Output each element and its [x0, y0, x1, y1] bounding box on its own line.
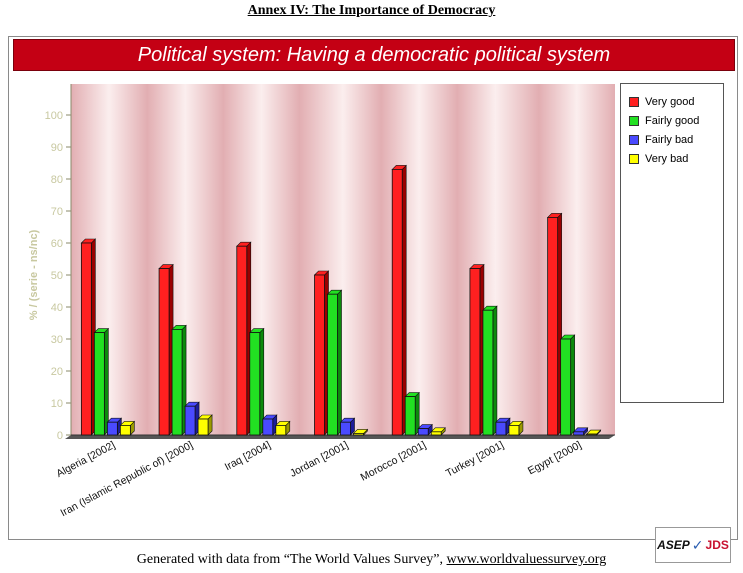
bar-side-fairly-good-cat5 [492, 305, 498, 436]
bar-fairly-bad-cat4 [417, 428, 429, 436]
bar-fairly-bad-cat3 [340, 421, 351, 436]
legend-label-fairly-bad: Fairly bad [645, 134, 694, 146]
x-tick-label-1: Iran (Islamic Republic of) [2000] [58, 439, 195, 519]
chart-panel: Political system: Having a democratic po… [8, 36, 738, 563]
bar-side-fairly-good-cat6 [570, 334, 575, 436]
y-tick-label: 20 [51, 366, 63, 378]
bar-side-very-good-cat4 [401, 164, 407, 436]
bar-fairly-good-cat0 [93, 332, 105, 436]
bar-fairly-bad-cat5 [495, 421, 507, 436]
y-tick-label: 30 [51, 334, 63, 346]
y-tick-label: 80 [51, 174, 63, 186]
x-tick-label-4: Morocco [2001] [359, 439, 429, 484]
bar-fairly-good-cat3 [327, 293, 338, 436]
y-tick-label: 60 [51, 238, 63, 250]
legend-label-very-bad: Very bad [645, 153, 689, 165]
y-axis-title: % / (serie - ns/nc) [28, 229, 40, 320]
legend-label-very-good: Very good [645, 96, 695, 108]
legend-label-fairly-good: Fairly good [645, 115, 700, 127]
x-tick-label-2: Iraq [2004] [223, 439, 273, 473]
legend-swatch-fairly-good [629, 116, 639, 126]
bar-very-bad-cat0 [119, 424, 131, 436]
logo-jds-text: JDS [705, 538, 729, 552]
bar-very-good-cat0 [80, 242, 92, 436]
footer-link[interactable]: www.worldvaluessurvey.org [446, 552, 607, 567]
y-tick-label: 90 [51, 142, 63, 154]
x-tick-label-3: Jordan [2001] [288, 439, 350, 480]
bar-very-good-cat6 [547, 216, 559, 436]
page-heading: Annex IV: The Importance of Democracy [247, 3, 496, 18]
bar-very-bad-cat4 [430, 431, 442, 436]
legend-item-fairly-good: Fairly good [629, 115, 699, 127]
bar-very-bad-cat2 [275, 424, 287, 436]
bar-fairly-bad-cat2 [262, 418, 274, 436]
bar-fairly-good-cat1 [171, 328, 183, 436]
bar-fairly-good-cat2 [249, 332, 261, 436]
bar-very-bad-cat3 [353, 432, 364, 436]
x-tick-label-0: Algeria [2002] [54, 439, 117, 480]
logo-asep-text: ASEP [657, 538, 690, 552]
bar-fairly-good-cat4 [404, 396, 416, 436]
legend-swatch-very-good [629, 97, 639, 107]
y-tick-label: 50 [51, 270, 63, 282]
bar-fairly-bad-cat1 [184, 405, 196, 436]
bar-very-bad-cat1 [197, 418, 209, 436]
plot-floor [65, 435, 615, 439]
bar-very-good-cat1 [158, 268, 170, 436]
y-tick-label: 100 [45, 110, 63, 122]
y-tick-label: 10 [51, 398, 63, 410]
legend-item-fairly-bad: Fairly bad [629, 134, 693, 146]
bar-very-good-cat2 [236, 245, 248, 436]
bar-very-good-cat3 [314, 274, 325, 436]
footer-caption: Generated with data from “The World Valu… [0, 552, 743, 568]
bar-chart-svg: 0 10 20 30 40 50 60 70 80 90 100 % / (serie - ns/nc… [28, 84, 615, 519]
bar-fairly-good-cat5 [482, 309, 494, 436]
bar-very-bad-cat5 [508, 424, 520, 436]
check-icon: ✓ [691, 536, 704, 553]
legend-item-very-good: Very good [629, 96, 695, 108]
x-tick-label-6: Egypt [2000] [526, 439, 584, 477]
chart-title: Political system: Having a democratic po… [13, 39, 735, 71]
bar-fairly-bad-cat0 [106, 421, 118, 436]
legend-swatch-fairly-bad [629, 135, 639, 145]
legend-item-very-bad: Very bad [629, 153, 688, 165]
y-tick-label: 40 [51, 302, 63, 314]
bar-side-fairly-good-cat0 [104, 327, 109, 436]
chart-legend: Very good Fairly good Fairly bad Very ba… [620, 83, 724, 403]
y-tick-label: 70 [51, 206, 63, 218]
bar-fairly-good-cat6 [560, 338, 572, 436]
bar-very-bad-cat6 [586, 433, 598, 436]
legend-swatch-very-bad [629, 154, 639, 164]
bar-fairly-bad-cat6 [573, 431, 585, 436]
x-tick-label-5: Turkey [2001] [444, 439, 506, 480]
bar-very-good-cat5 [469, 268, 481, 436]
bar-side-fairly-good-cat3 [337, 289, 342, 436]
asep-jds-logo: ASEP ✓ JDS [655, 527, 731, 563]
y-tick-label: 0 [57, 430, 63, 442]
footer-text: Generated with data from “The World Valu… [136, 552, 447, 567]
bar-very-good-cat4 [391, 168, 403, 436]
plot-background [71, 84, 615, 435]
